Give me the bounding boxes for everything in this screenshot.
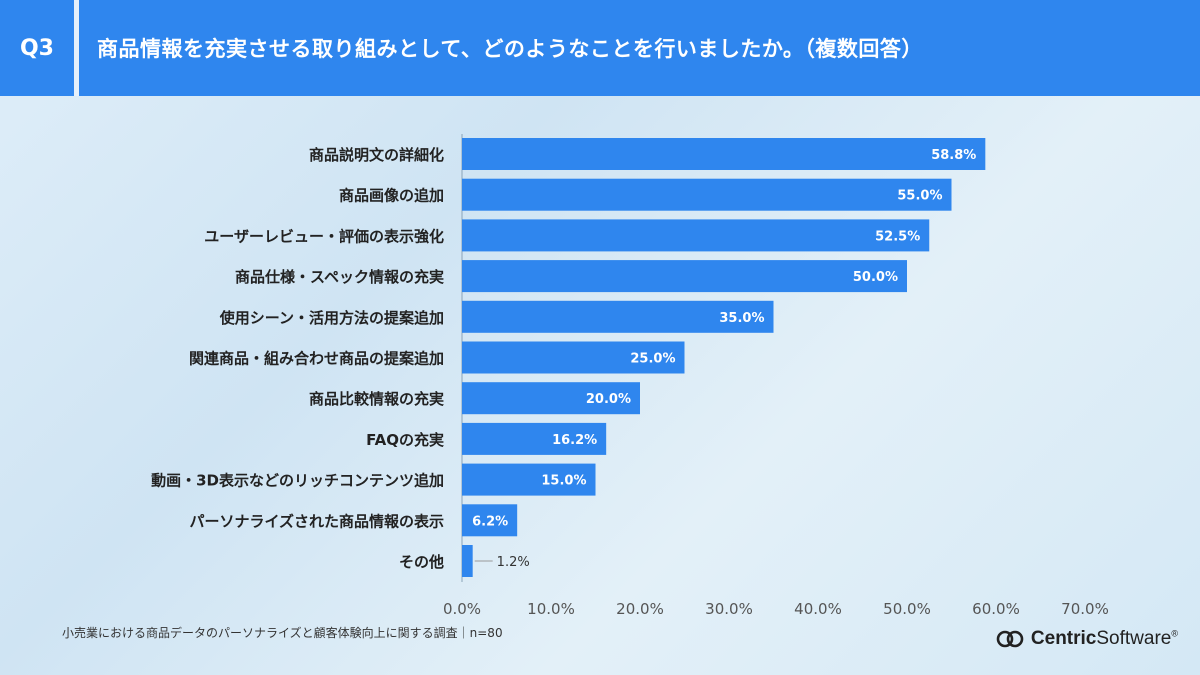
value-label: 20.0%	[586, 392, 631, 407]
x-tick-label: 70.0%	[1061, 600, 1109, 618]
brand-name-light: Software	[1096, 628, 1172, 649]
category-label: パーソナライズされた商品情報の表示	[189, 512, 444, 530]
value-label: 15.0%	[541, 474, 586, 489]
category-label: 関連商品・組み合わせ商品の提案追加	[189, 350, 444, 368]
category-label: 商品仕様・スペック情報の充実	[235, 268, 444, 286]
brand-name-bold: Centric	[1030, 628, 1097, 649]
x-tick-label: 50.0%	[883, 600, 931, 618]
category-label: その他	[399, 553, 444, 571]
bar	[462, 219, 930, 252]
category-label: 使用シーン・活用方法の提案追加	[219, 309, 444, 327]
value-label: 58.8%	[931, 148, 976, 163]
category-label: 動画・3D表示などのリッチコンテンツ追加	[151, 472, 444, 490]
value-label: 25.0%	[630, 352, 675, 367]
bar	[462, 422, 607, 455]
category-label: 商品比較情報の充実	[309, 390, 444, 408]
value-label: 50.0%	[853, 270, 898, 285]
value-label: 1.2%	[497, 555, 530, 570]
x-tick-label: 60.0%	[972, 600, 1020, 618]
x-tick-label: 40.0%	[794, 600, 842, 618]
category-label: ユーザーレビュー・評価の表示強化	[204, 227, 444, 245]
question-label: Q3	[19, 35, 54, 61]
brand-trademark: ®	[1171, 628, 1178, 639]
header-divider	[74, 0, 79, 96]
bar-chart: 商品説明文の詳細化 58.8% 商品画像の追加 55.0% ユーザーレビュー・評価の表示…	[151, 134, 1109, 618]
x-tick-label: 10.0%	[527, 600, 575, 618]
bar	[462, 260, 907, 293]
brand-name: CentricSoftware®	[1031, 628, 1178, 650]
brand-logo: CentricSoftware®	[996, 628, 1178, 650]
value-label: 52.5%	[875, 229, 920, 244]
bar	[462, 463, 596, 496]
bar	[462, 178, 952, 211]
value-label: 6.2%	[472, 514, 508, 529]
bar	[462, 382, 640, 415]
bar	[462, 504, 518, 537]
x-tick-label: 0.0%	[443, 600, 481, 618]
value-label: 55.0%	[897, 189, 942, 204]
bar	[462, 138, 986, 170]
question-title: 商品情報を充実させる取り組みとして、どのようなことを行いましたか。（複数回答）	[97, 37, 923, 61]
category-label: 商品画像の追加	[339, 187, 444, 205]
x-tick-label: 30.0%	[705, 600, 753, 618]
category-label: FAQの充実	[366, 431, 444, 449]
category-label: 商品説明文の詳細化	[309, 146, 444, 164]
centric-logo-icon	[996, 630, 1024, 648]
bar	[462, 545, 473, 577]
header-bar: Q3 商品情報を充実させる取り組みとして、どのようなことを行いましたか。（複数回…	[0, 0, 1200, 96]
x-tick-label: 20.0%	[616, 600, 664, 618]
bar	[462, 300, 774, 333]
value-label: 16.2%	[552, 433, 597, 448]
value-label: 35.0%	[719, 311, 764, 326]
survey-footnote: 小売業における商品データのパーソナライズと顧客体験向上に関する調査｜n=80	[62, 626, 503, 640]
bar	[462, 341, 685, 374]
